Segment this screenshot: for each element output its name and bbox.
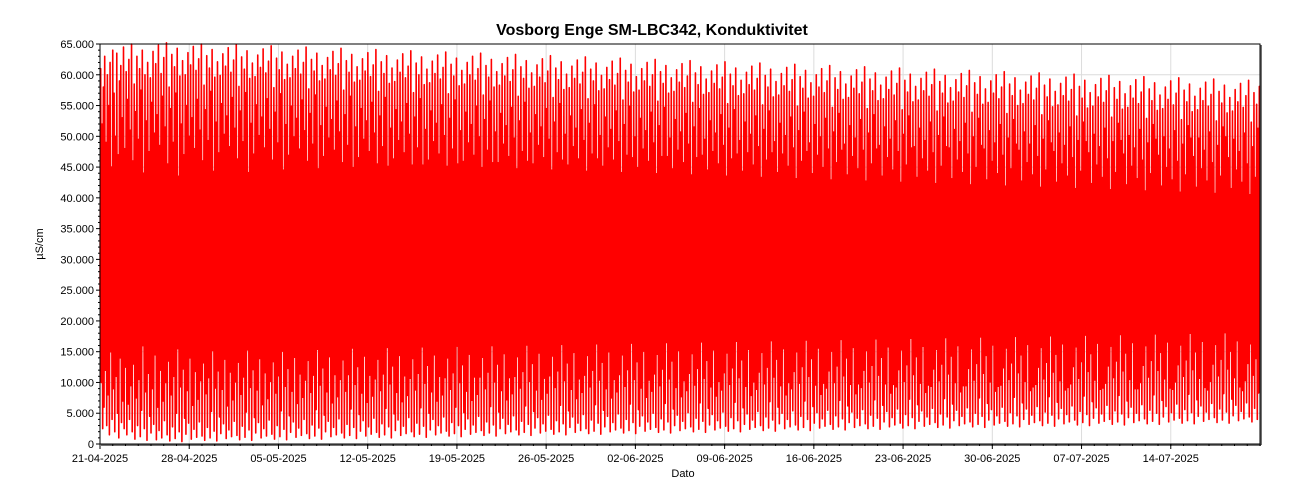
- y-tick-label: 60.000: [60, 70, 94, 82]
- y-tick-label: 20.000: [60, 316, 94, 328]
- x-tick-label: 14-07-2025: [1143, 453, 1199, 465]
- y-tick-label: 55.000: [60, 101, 94, 113]
- x-tick-label: 12-05-2025: [340, 453, 396, 465]
- y-tick-label: 45.000: [60, 162, 94, 174]
- y-tick-label: 50.000: [60, 131, 94, 143]
- x-tick-label: 28-04-2025: [161, 453, 217, 465]
- x-tick-label: 26-05-2025: [518, 453, 574, 465]
- x-tick-label: 09-06-2025: [696, 453, 752, 465]
- x-axis-label: Dato: [671, 468, 694, 480]
- y-tick-label: 25.000: [60, 285, 94, 297]
- x-tick-label: 30-06-2025: [964, 453, 1020, 465]
- y-tick-label: 65.000: [60, 39, 94, 51]
- x-axis: 21-04-2025 28-04-2025 05-05-2025 12-05-2025…: [72, 444, 1261, 465]
- x-tick-label: 02-06-2025: [607, 453, 663, 465]
- y-tick-label: 35.000: [60, 224, 94, 236]
- series-layer: [99, 41, 1261, 443]
- series-line: [99, 41, 1261, 443]
- y-tick-label: 0: [88, 439, 94, 451]
- y-tick-label: 5.000: [66, 408, 94, 420]
- y-tick-label: 10.000: [60, 377, 94, 389]
- x-tick-label: 07-07-2025: [1053, 453, 1109, 465]
- y-axis-label: µS/cm: [34, 228, 46, 259]
- x-tick-label: 19-05-2025: [429, 453, 485, 465]
- y-axis: 0 5.000 10.000 15.000 20.000 25.000 30.000 35.0…: [60, 39, 100, 451]
- y-tick-label: 30.000: [60, 254, 94, 266]
- x-tick-label: 23-06-2025: [875, 453, 931, 465]
- chart-title: Vosborg Enge SM-LBC342, Konduktivitet: [496, 22, 808, 39]
- plot-area-frame: [99, 43, 1261, 445]
- y-tick-label: 15.000: [60, 347, 94, 359]
- x-tick-label: 16-06-2025: [786, 453, 842, 465]
- x-tick-label: 05-05-2025: [250, 453, 306, 465]
- x-tick-label: 21-04-2025: [72, 453, 128, 465]
- y-tick-label: 40.000: [60, 193, 94, 205]
